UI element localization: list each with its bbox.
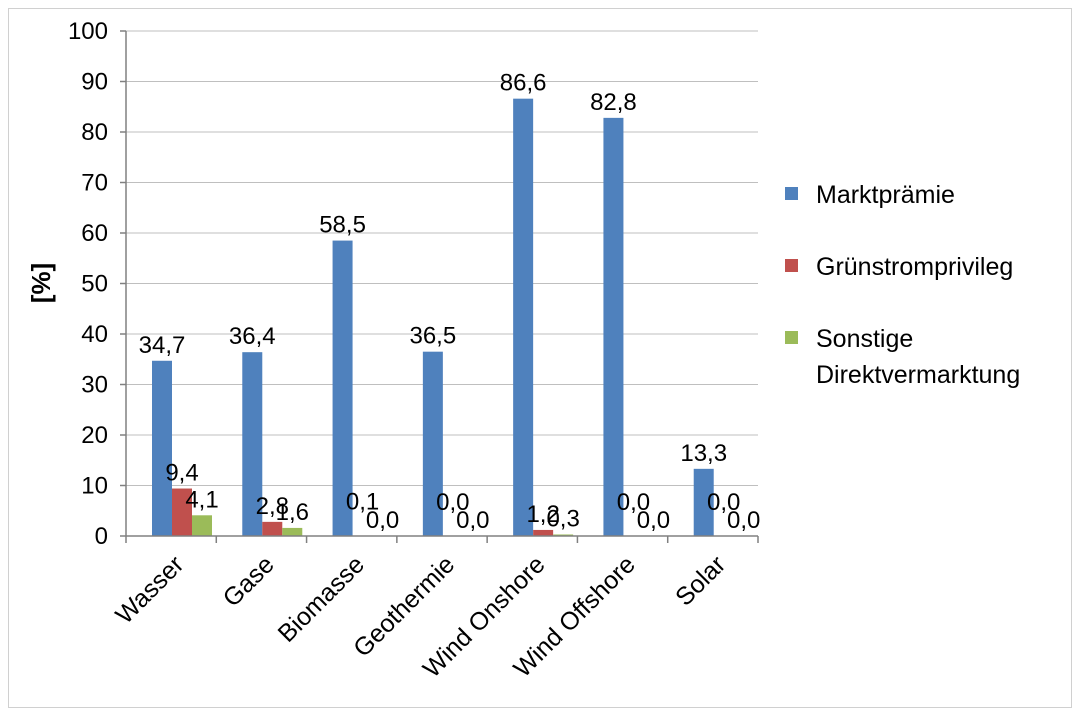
y-tick-label: 90 [81,69,108,96]
legend-label: Sonstige [816,325,913,353]
data-label: 0,0 [727,507,760,534]
data-label: 82,8 [590,89,637,116]
y-tick-label: 100 [68,18,108,45]
y-axis-ticks: 0 10 20 30 40 50 60 70 80 90 100 [68,18,108,550]
category-label: Wasser [110,550,189,629]
gridlines [126,30,758,486]
bar [192,515,212,536]
category-label: Gase [218,550,280,612]
bar [282,527,303,536]
data-label: 0,0 [707,489,740,516]
bar [262,521,283,536]
bar [332,240,353,536]
legend-label: Marktprämie [816,181,955,209]
bar [242,352,263,536]
bar [172,488,192,536]
data-label: 86,6 [500,70,547,97]
legend-swatch [785,259,798,272]
legend-label: Grünstromprivileg [816,253,1013,281]
data-label: 13,3 [680,440,727,467]
category-label: Solar [670,550,731,611]
data-label: 0,3 [546,505,579,532]
axes [120,30,759,543]
category-label: Biomasse [273,550,370,647]
data-label: 0,0 [617,489,650,516]
y-tick-label: 30 [81,372,108,399]
data-label: 0,0 [456,507,489,534]
legend-swatch [785,331,798,344]
bar [422,351,443,536]
data-label: 36,5 [409,323,456,350]
y-tick-label: 10 [81,473,108,500]
data-label: 0,0 [436,489,469,516]
y-tick-label: 40 [81,321,108,348]
bar [533,529,554,536]
legend-swatch [785,187,798,200]
y-tick-label: 0 [95,523,108,550]
data-label: 9,4 [165,460,198,487]
bar [513,98,534,537]
y-axis-label: [%] [26,263,56,303]
data-label: 58,5 [319,212,366,239]
legend: Marktprämie Grünstromprivileg Sonstige Dire… [785,181,1020,389]
data-labels: 34,7 36,458,536,586,682,813,39,42,8 0,1 0,0… [139,70,761,534]
data-label: 0,1 [346,488,379,515]
data-label: 36,4 [229,323,276,350]
bar [603,117,624,537]
y-tick-label: 60 [81,220,108,247]
data-label: 0,0 [366,507,399,534]
bar [553,534,574,536]
data-label: 1,2 [526,501,559,528]
data-label: 4,1 [185,486,218,513]
data-label: 0,0 [637,507,670,534]
y-tick-label: 20 [81,422,108,449]
bar [152,360,172,536]
legend-label: Direktvermarktung [816,361,1020,389]
y-tick-label: 50 [81,271,108,298]
y-tick-label: 70 [81,170,108,197]
data-label: 1,6 [276,499,309,526]
bar [693,468,714,536]
chart-frame [8,8,1072,708]
y-tick-label: 80 [81,119,108,146]
bars [152,98,714,537]
data-label: 34,7 [139,332,186,359]
data-label: 2,8 [256,493,289,520]
